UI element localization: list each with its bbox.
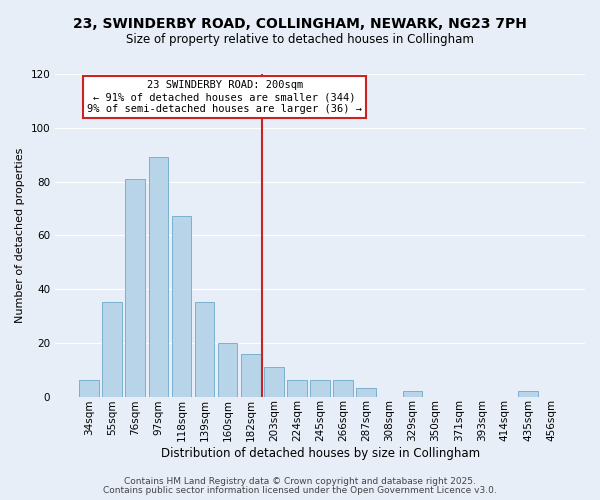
Text: 23 SWINDERBY ROAD: 200sqm
← 91% of detached houses are smaller (344)
9% of semi-: 23 SWINDERBY ROAD: 200sqm ← 91% of detac… [87, 80, 362, 114]
Bar [287, 380, 307, 396]
X-axis label: Distribution of detached houses by size in Collingham: Distribution of detached houses by size … [161, 447, 479, 460]
Bar [125, 179, 145, 396]
Text: Contains public sector information licensed under the Open Government Licence v3: Contains public sector information licen… [103, 486, 497, 495]
Bar [518, 391, 538, 396]
Bar [241, 354, 260, 397]
Bar [334, 380, 353, 396]
Bar [79, 380, 99, 396]
Bar [310, 380, 330, 396]
Bar [195, 302, 214, 396]
Bar [103, 302, 122, 396]
Bar [264, 367, 284, 396]
Text: Contains HM Land Registry data © Crown copyright and database right 2025.: Contains HM Land Registry data © Crown c… [124, 477, 476, 486]
Bar [218, 343, 238, 396]
Bar [403, 391, 422, 396]
Bar [149, 158, 168, 396]
Y-axis label: Number of detached properties: Number of detached properties [15, 148, 25, 323]
Bar [356, 388, 376, 396]
Bar [172, 216, 191, 396]
Text: Size of property relative to detached houses in Collingham: Size of property relative to detached ho… [126, 32, 474, 46]
Text: 23, SWINDERBY ROAD, COLLINGHAM, NEWARK, NG23 7PH: 23, SWINDERBY ROAD, COLLINGHAM, NEWARK, … [73, 18, 527, 32]
